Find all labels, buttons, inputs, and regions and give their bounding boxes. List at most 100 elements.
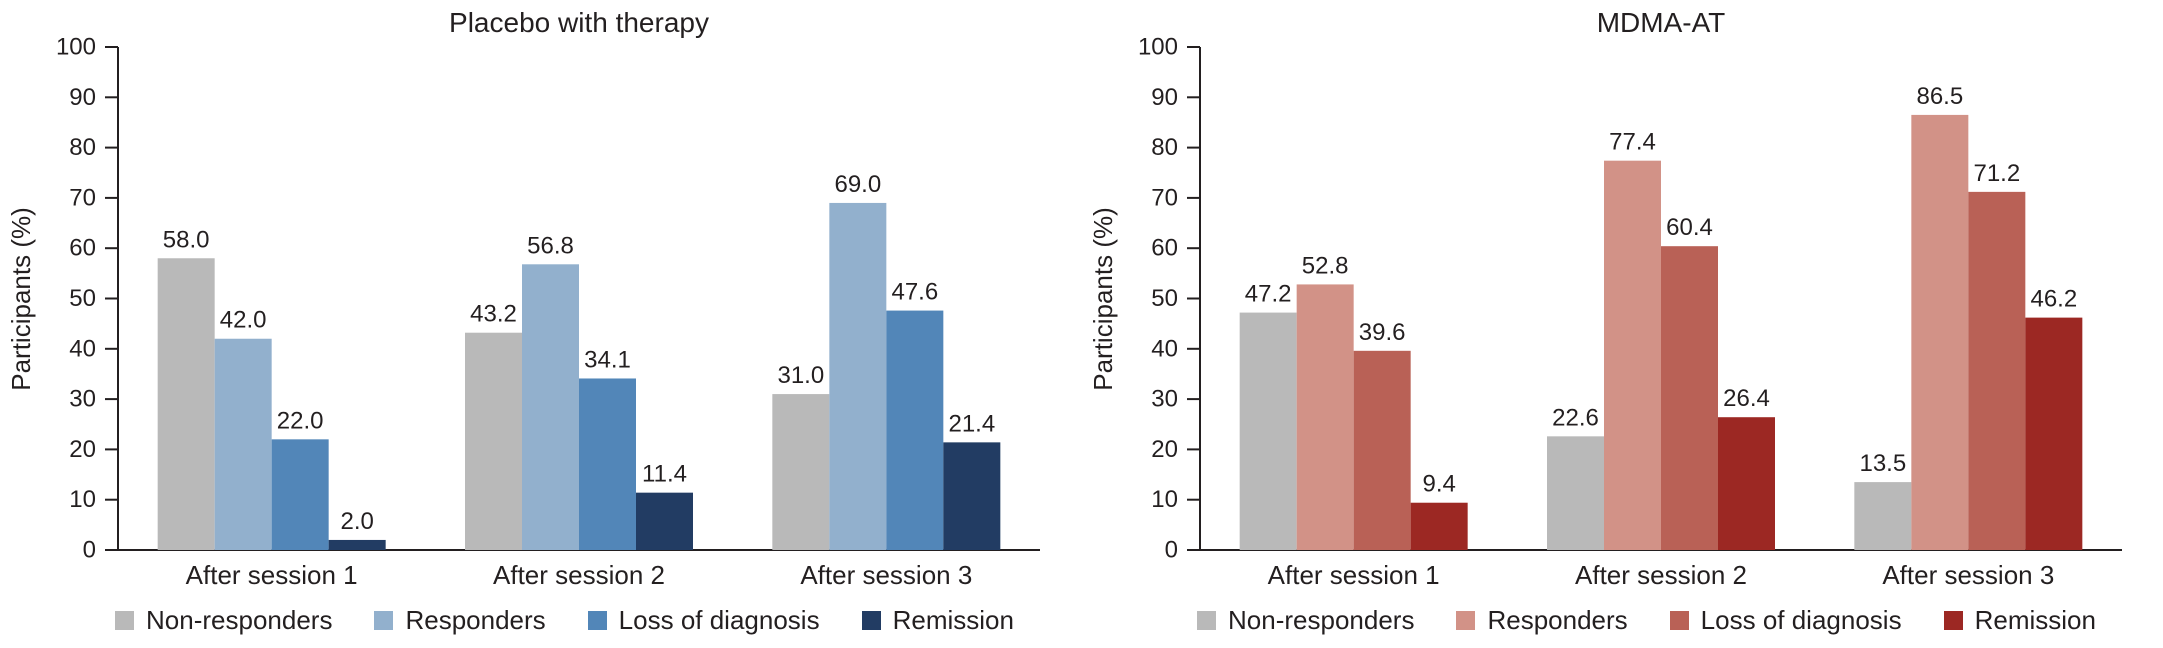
bar-value-label: 71.2 — [1973, 160, 2020, 187]
bar-loss-of-diagnosis — [1968, 191, 2026, 550]
y-tick-label: 10 — [69, 486, 96, 513]
bar-non-responders — [1239, 312, 1297, 550]
bar-value-label: 43.2 — [470, 301, 517, 328]
x-category-label: After session 2 — [493, 560, 665, 590]
x-category-label: After session 1 — [1268, 560, 1440, 590]
legend-swatch-icon — [1943, 611, 1963, 630]
bar-remission — [2025, 317, 2083, 550]
x-category-label: After session 3 — [1882, 560, 2054, 590]
bar-value-label: 22.6 — [1552, 404, 1599, 431]
bar-value-label: 34.1 — [584, 346, 631, 373]
y-tick-label: 60 — [69, 235, 96, 262]
y-tick-label: 0 — [83, 537, 96, 564]
legend-swatch-icon — [587, 611, 607, 630]
y-tick-label: 30 — [69, 386, 96, 413]
bar-loss-of-diagnosis — [886, 310, 944, 550]
bar-responders — [1911, 114, 1969, 550]
legend-label: Responders — [405, 605, 546, 635]
bar-remission — [1718, 417, 1775, 550]
legend-swatch-icon — [115, 611, 135, 630]
bar-value-label: 46.2 — [2030, 286, 2077, 313]
x-category-label: After session 1 — [186, 560, 358, 590]
bar-remission — [328, 539, 386, 550]
legend-label: Loss of diagnosis — [1700, 605, 1902, 635]
bar-value-label: 52.8 — [1302, 252, 1349, 279]
bar-value-label: 2.0 — [340, 508, 373, 535]
y-tick-label: 100 — [1138, 34, 1178, 61]
bar-loss-of-diagnosis — [579, 378, 636, 550]
y-tick-label: 90 — [69, 84, 96, 111]
bar-value-label: 47.6 — [891, 279, 938, 306]
legend-swatch-icon — [1197, 611, 1217, 630]
bar-responders — [1604, 160, 1661, 551]
legend-swatch-icon — [374, 611, 394, 630]
legend-swatch-icon — [1456, 611, 1476, 630]
chart-title: Placebo with therapy — [449, 7, 709, 38]
legend-label: Remission — [1974, 605, 2096, 635]
bar-responders — [1296, 284, 1354, 550]
y-tick-label: 70 — [1151, 184, 1178, 211]
y-axis-label: Participants (%) — [6, 207, 36, 391]
bar-value-label: 26.4 — [1723, 385, 1770, 412]
bar-remission — [1410, 502, 1468, 550]
legend-item-loss-of-diagnosis: Loss of diagnosis — [587, 605, 820, 636]
legend-item-remission: Remission — [1943, 605, 2096, 636]
legend-item-loss-of-diagnosis: Loss of diagnosis — [1669, 605, 1902, 636]
bar-value-label: 47.2 — [1245, 281, 1292, 308]
y-tick-label: 50 — [1151, 285, 1178, 312]
legend-item-remission: Remission — [861, 605, 1014, 636]
legend: Non-responders Responders Loss of diagnosi… — [1082, 605, 2163, 636]
bar-value-label: 31.0 — [777, 362, 824, 389]
bar-value-label: 39.6 — [1359, 319, 1406, 346]
legend-item-responders: Responders — [374, 605, 546, 636]
legend-item-responders: Responders — [1456, 605, 1628, 636]
legend-label: Responders — [1487, 605, 1628, 635]
y-tick-label: 40 — [69, 335, 96, 362]
bar-value-label: 77.4 — [1609, 129, 1656, 156]
chart-panel-placebo: Placebo with therapy Participants (%) 0 1… — [0, 0, 1081, 648]
x-category-label: After session 2 — [1575, 560, 1747, 590]
plot-area: 0 10 20 30 40 50 60 70 80 90 100 After session 1 47.… — [1138, 34, 2122, 590]
legend-label: Remission — [892, 605, 1014, 635]
legend-swatch-icon — [861, 611, 881, 630]
bar-non-responders — [157, 258, 215, 550]
bar-non-responders — [1854, 482, 1912, 550]
chart-title: MDMA-AT — [1597, 7, 1726, 38]
bar-loss-of-diagnosis — [271, 439, 329, 550]
y-tick-label: 100 — [56, 34, 96, 61]
y-tick-label: 0 — [1165, 537, 1178, 564]
x-category-label: After session 3 — [800, 560, 972, 590]
y-tick-label: 10 — [1151, 486, 1178, 513]
y-tick-label: 70 — [69, 184, 96, 211]
legend: Non-responders Responders Loss of diagnosi… — [0, 605, 1081, 636]
bar-value-label: 13.5 — [1859, 450, 1906, 477]
bar-responders — [214, 338, 272, 550]
y-tick-label: 30 — [1151, 386, 1178, 413]
bar-value-label: 86.5 — [1916, 83, 1963, 110]
y-tick-label: 80 — [69, 134, 96, 161]
legend-label: Non-responders — [1228, 605, 1415, 635]
bar-responders — [522, 264, 579, 550]
plot-area: 0 10 20 30 40 50 60 70 80 90 100 After session 1 58.… — [56, 34, 1040, 590]
placebo-chart: Placebo with therapy Participants (%) 0 1… — [6, 7, 1040, 590]
legend-swatch-icon — [1669, 611, 1689, 630]
legend-label: Loss of diagnosis — [618, 605, 820, 635]
y-tick-label: 40 — [1151, 335, 1178, 362]
y-tick-label: 60 — [1151, 235, 1178, 262]
bar-value-label: 22.0 — [277, 407, 324, 434]
bar-value-label: 58.0 — [163, 226, 210, 253]
bar-value-label: 9.4 — [1422, 471, 1455, 498]
y-tick-label: 50 — [69, 285, 96, 312]
bar-non-responders — [772, 394, 830, 550]
y-tick-label: 90 — [1151, 84, 1178, 111]
y-tick-label: 20 — [1151, 436, 1178, 463]
bar-non-responders — [465, 332, 522, 550]
y-tick-label: 80 — [1151, 134, 1178, 161]
bar-value-label: 56.8 — [527, 232, 574, 259]
bar-non-responders — [1547, 436, 1604, 550]
bar-value-label: 11.4 — [642, 461, 687, 488]
bar-remission — [636, 492, 693, 550]
bar-responders — [829, 202, 887, 550]
chart-panel-mdma-at: MDMA-AT Participants (%) 0 10 20 30 40 50 60 70… — [1082, 0, 2163, 648]
bar-value-label: 69.0 — [834, 171, 881, 198]
